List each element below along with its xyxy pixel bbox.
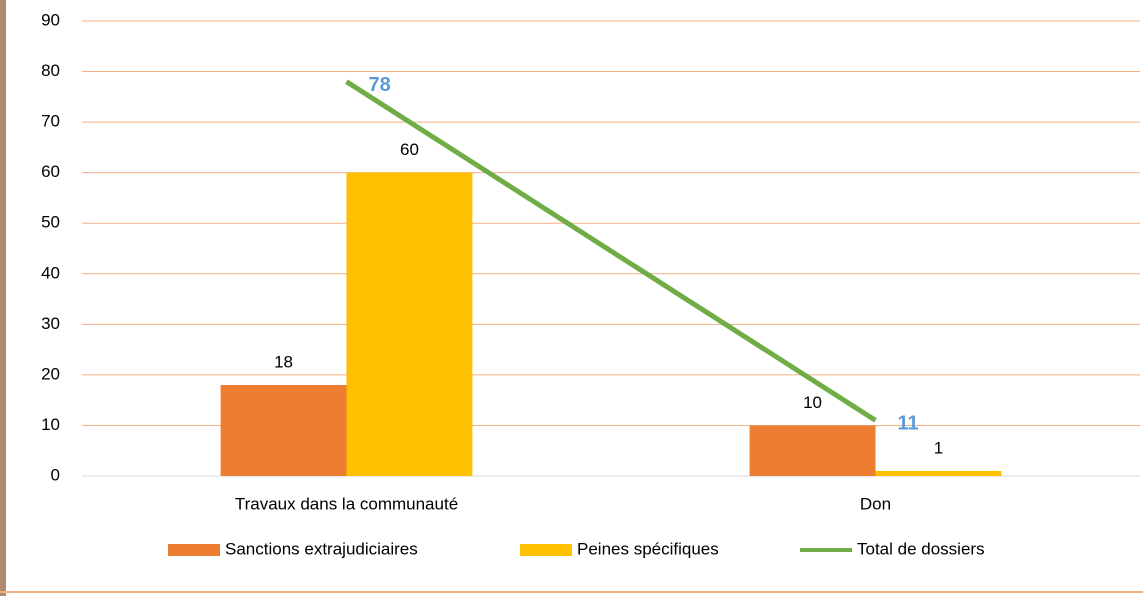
y-tick-label: 80 [41,61,60,80]
data-label: 10 [803,393,822,412]
y-tick-label: 10 [41,415,60,434]
bar [346,172,473,476]
y-tick-label: 40 [41,263,60,282]
legend-swatch [520,544,572,556]
legend-label: Total de dossiers [857,539,985,558]
legend-label: Sanctions extrajudiciaires [225,539,418,558]
data-label: 1 [934,438,943,457]
bar [220,385,347,476]
line-data-label: 78 [369,74,391,96]
line-data-label: 11 [898,413,919,435]
data-label: 18 [274,352,293,371]
bar [875,470,1002,476]
y-tick-label: 20 [41,364,60,383]
legend-label: Peines spécifiques [577,539,719,558]
frame-left [0,0,6,596]
x-tick-label: Don [860,494,891,513]
legend-swatch [168,544,220,556]
y-tick-label: 0 [51,465,60,484]
y-tick-label: 70 [41,112,60,131]
y-tick-label: 60 [41,162,60,181]
x-tick-label: Travaux dans la communauté [235,494,458,513]
y-tick-label: 50 [41,213,60,232]
line-series [345,79,877,423]
y-tick-label: 90 [41,10,60,29]
data-label: 60 [400,140,419,159]
bar [749,425,876,476]
y-tick-label: 30 [41,314,60,333]
